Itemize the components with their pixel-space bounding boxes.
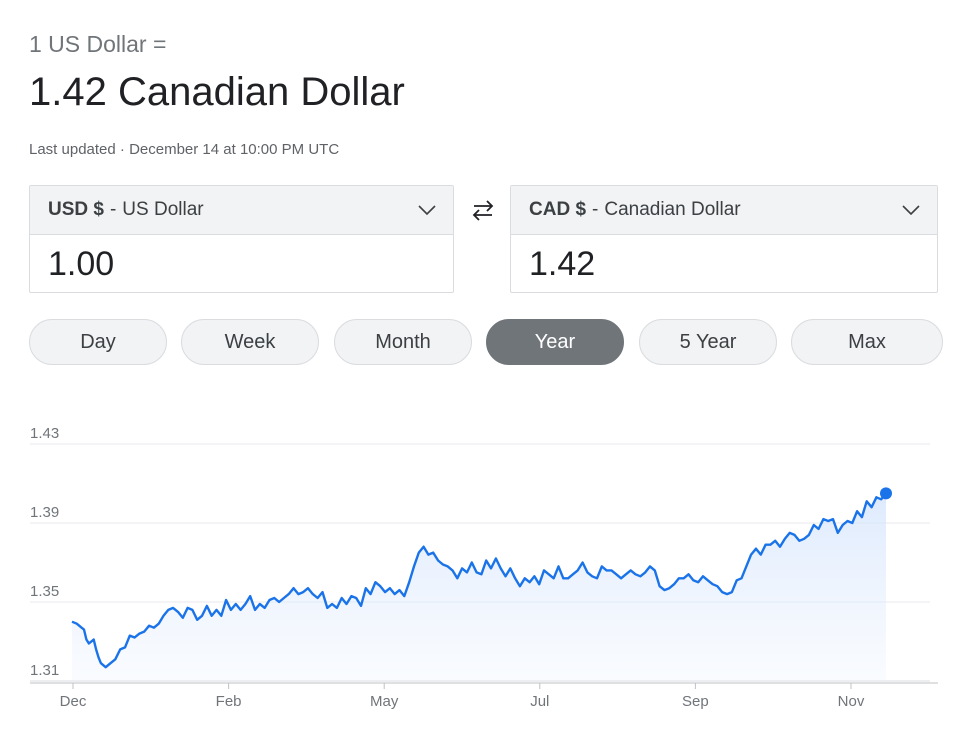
from-currency-panel: USD $ - US Dollar 1.00 [29,185,454,293]
from-amount-input[interactable]: 1.00 [48,244,115,283]
range-max-button[interactable]: Max [791,319,943,365]
exchange-rate-chart: 1.43 1.39 1.35 1.31 Dec Feb May Jul Sep Nov [30,425,938,710]
from-currency-dash: - [109,199,117,220]
range-year-button[interactable]: Year [486,319,624,365]
from-currency-code: USD $ [48,199,104,220]
range-month-button[interactable]: Month [334,319,472,365]
x-tick-label: Dec [60,693,87,710]
y-tick-label: 1.35 [30,583,59,600]
rate-subtitle: 1 US Dollar = [29,31,167,57]
chart-area-fill [72,493,886,681]
to-currency-name: Canadian Dollar [604,199,741,220]
from-currency-select[interactable]: USD $ - US Dollar [30,186,453,235]
y-tick-label: 1.43 [30,425,59,442]
x-tick-label: Jul [530,693,549,710]
last-updated-text: Last updated · December 14 at 10:00 PM U… [29,141,340,158]
x-tick-label: May [370,693,399,710]
to-amount-input[interactable]: 1.42 [529,244,596,283]
range-5year-button[interactable]: 5 Year [639,319,777,365]
rate-value: 1.42 Canadian Dollar [29,70,405,114]
range-day-button[interactable]: Day [29,319,167,365]
chart-series-line [71,492,887,669]
y-tick-label: 1.31 [30,662,59,679]
swap-arrows-icon[interactable] [470,197,496,223]
to-currency-code: CAD $ [529,199,587,220]
x-tick-label: Nov [838,693,865,710]
chevron-down-icon [902,205,920,216]
to-currency-panel: CAD $ - Canadian Dollar 1.42 [510,185,938,293]
y-tick-label: 1.39 [30,504,59,521]
x-tick-label: Feb [216,693,242,710]
range-week-button[interactable]: Week [181,319,319,365]
to-currency-select[interactable]: CAD $ - Canadian Dollar [511,186,937,235]
x-tick-label: Sep [682,693,709,710]
from-currency-name: US Dollar [122,199,204,220]
chevron-down-icon [418,205,436,216]
chart-current-point[interactable] [880,487,892,500]
to-currency-dash: - [592,199,599,220]
